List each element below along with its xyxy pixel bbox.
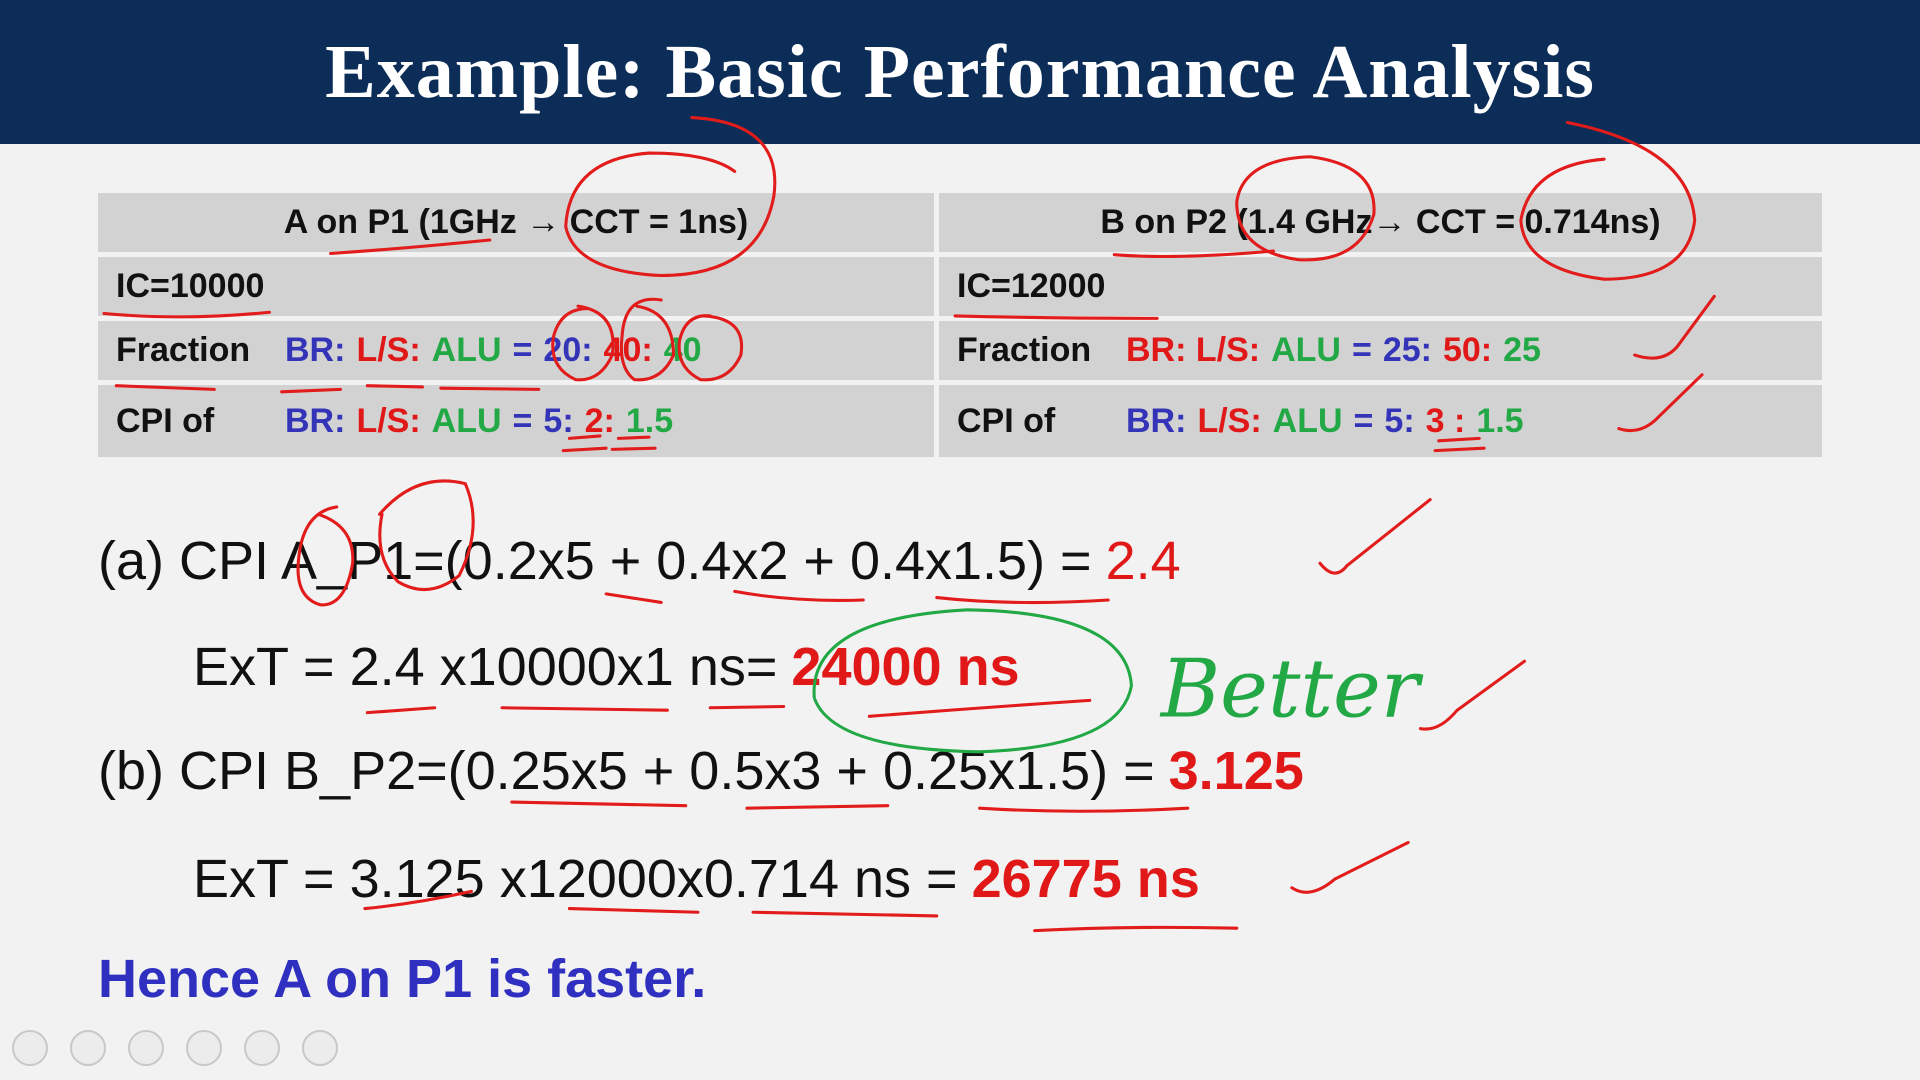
cell-label: CPI of	[957, 401, 1056, 440]
ratio-part: 50:	[1442, 331, 1493, 369]
nav-more[interactable]	[244, 1030, 280, 1066]
ratio-part: 1.5	[625, 401, 674, 440]
ratio-part: L/S:	[356, 331, 421, 369]
nav-previous[interactable]	[12, 1030, 48, 1066]
equation-part: ExT = 3.125 x12000x0.714 ns =	[193, 849, 958, 909]
table-cell: Fraction BR: L/S: ALU = 25: 50: 25	[939, 321, 1822, 380]
equation-line: (b) CPI B_P2=(0.25x5 + 0.5x3 + 0.25x1.5)…	[98, 740, 1304, 802]
ratio-part: 1.5	[1476, 401, 1524, 440]
table-cell: CPI of BR: L/S: ALU = 5: 3 : 1.5	[939, 385, 1822, 457]
ratio-part: 25	[1503, 331, 1541, 369]
table-row: IC=10000 IC=12000	[98, 257, 1822, 316]
title-bar: Example: Basic Performance Analysis	[0, 0, 1920, 144]
equation-part: 24000 ns	[791, 637, 1020, 697]
equation-part: (a) CPI A_P1=(0.2x5 + 0.4x2 + 0.4x1.5) =	[98, 531, 1092, 591]
ratio-part: ALU	[431, 401, 502, 440]
cell-label: Fraction	[957, 331, 1092, 369]
ratio-part: =	[512, 331, 533, 369]
ratio-part: BR:	[285, 401, 346, 440]
cell-label: IC=12000	[957, 267, 1106, 305]
equation-part: (b) CPI B_P2=(0.25x5 + 0.5x3 + 0.25x1.5)…	[98, 741, 1155, 801]
ratio-part: 40	[663, 331, 702, 369]
header-cell: B on P2 (1.4 GHz→ CCT = 0.714ns)	[939, 193, 1822, 252]
equation-line: ExT = 2.4 x10000x1 ns= 24000 ns	[193, 636, 1020, 698]
table-header-row: A on P1 (1GHz → CCT = 1ns) B on P2 (1.4 G…	[98, 193, 1822, 252]
cell-label: CPI of	[116, 401, 215, 440]
ratio-part: 2:	[584, 401, 615, 440]
ratio-part: =	[512, 401, 533, 440]
ratio-part: =	[1353, 401, 1374, 440]
ratio-part: L/S:	[1197, 401, 1262, 440]
nav-zoom[interactable]	[302, 1030, 338, 1066]
handwritten-note: Better	[1159, 642, 1424, 736]
table-cell: IC=12000	[939, 257, 1822, 316]
table-row: CPI of BR: L/S: ALU = 5: 2: 1.5 CPI of BR: L/S: ALU…	[98, 385, 1822, 457]
table-cell: Fraction BR: L/S: ALU = 20: 40: 40	[98, 321, 934, 380]
table-cell: CPI of BR: L/S: ALU = 5: 2: 1.5	[98, 385, 934, 457]
ratio-part: 5:	[1384, 401, 1415, 440]
equation-line: ExT = 3.125 x12000x0.714 ns = 26775 ns	[193, 848, 1200, 910]
ink-check	[1290, 498, 1527, 894]
ratio-part: ALU	[1271, 331, 1341, 369]
ratio-part: 40:	[603, 331, 653, 369]
nav-pen[interactable]	[128, 1030, 164, 1066]
nav-slides[interactable]	[186, 1030, 222, 1066]
equation-line: (a) CPI A_P1=(0.2x5 + 0.4x2 + 0.4x1.5) =…	[98, 530, 1181, 592]
header-cell: A on P1 (1GHz → CCT = 1ns)	[98, 193, 934, 252]
equation-part: ExT = 2.4 x10000x1 ns=	[193, 637, 778, 697]
cell-label: Fraction	[116, 331, 251, 369]
equation-part: 2.4	[1105, 531, 1181, 591]
ratio-part: ALU	[1272, 401, 1343, 440]
ratio-part: L/S:	[356, 401, 421, 440]
conclusion: Hence A on P1 is faster.	[98, 949, 707, 1009]
ratio-part: ALU	[431, 331, 502, 369]
slide-navigation	[12, 1030, 338, 1066]
ratio-part: 3 :	[1425, 401, 1466, 440]
ratio-part: BR: L/S:	[1126, 331, 1261, 369]
equation-part: 3.125	[1168, 741, 1304, 801]
ratio-part: BR:	[285, 331, 346, 369]
ratio-part: =	[1351, 331, 1372, 369]
slide-title: Example: Basic Performance Analysis	[325, 29, 1595, 114]
equation-part: 26775 ns	[971, 849, 1200, 909]
table-cell: IC=10000	[98, 257, 934, 316]
ratio-part: BR:	[1126, 401, 1187, 440]
nav-pointer[interactable]	[70, 1030, 106, 1066]
comparison-table: A on P1 (1GHz → CCT = 1ns) B on P2 (1.4 G…	[98, 193, 1822, 457]
table-row: Fraction BR: L/S: ALU = 20: 40: 40 Fraction BR: L…	[98, 321, 1822, 380]
ratio-part: 5:	[543, 401, 574, 440]
cell-label: IC=10000	[116, 267, 265, 305]
ratio-part: 25:	[1382, 331, 1432, 369]
ratio-part: 20:	[543, 331, 593, 369]
